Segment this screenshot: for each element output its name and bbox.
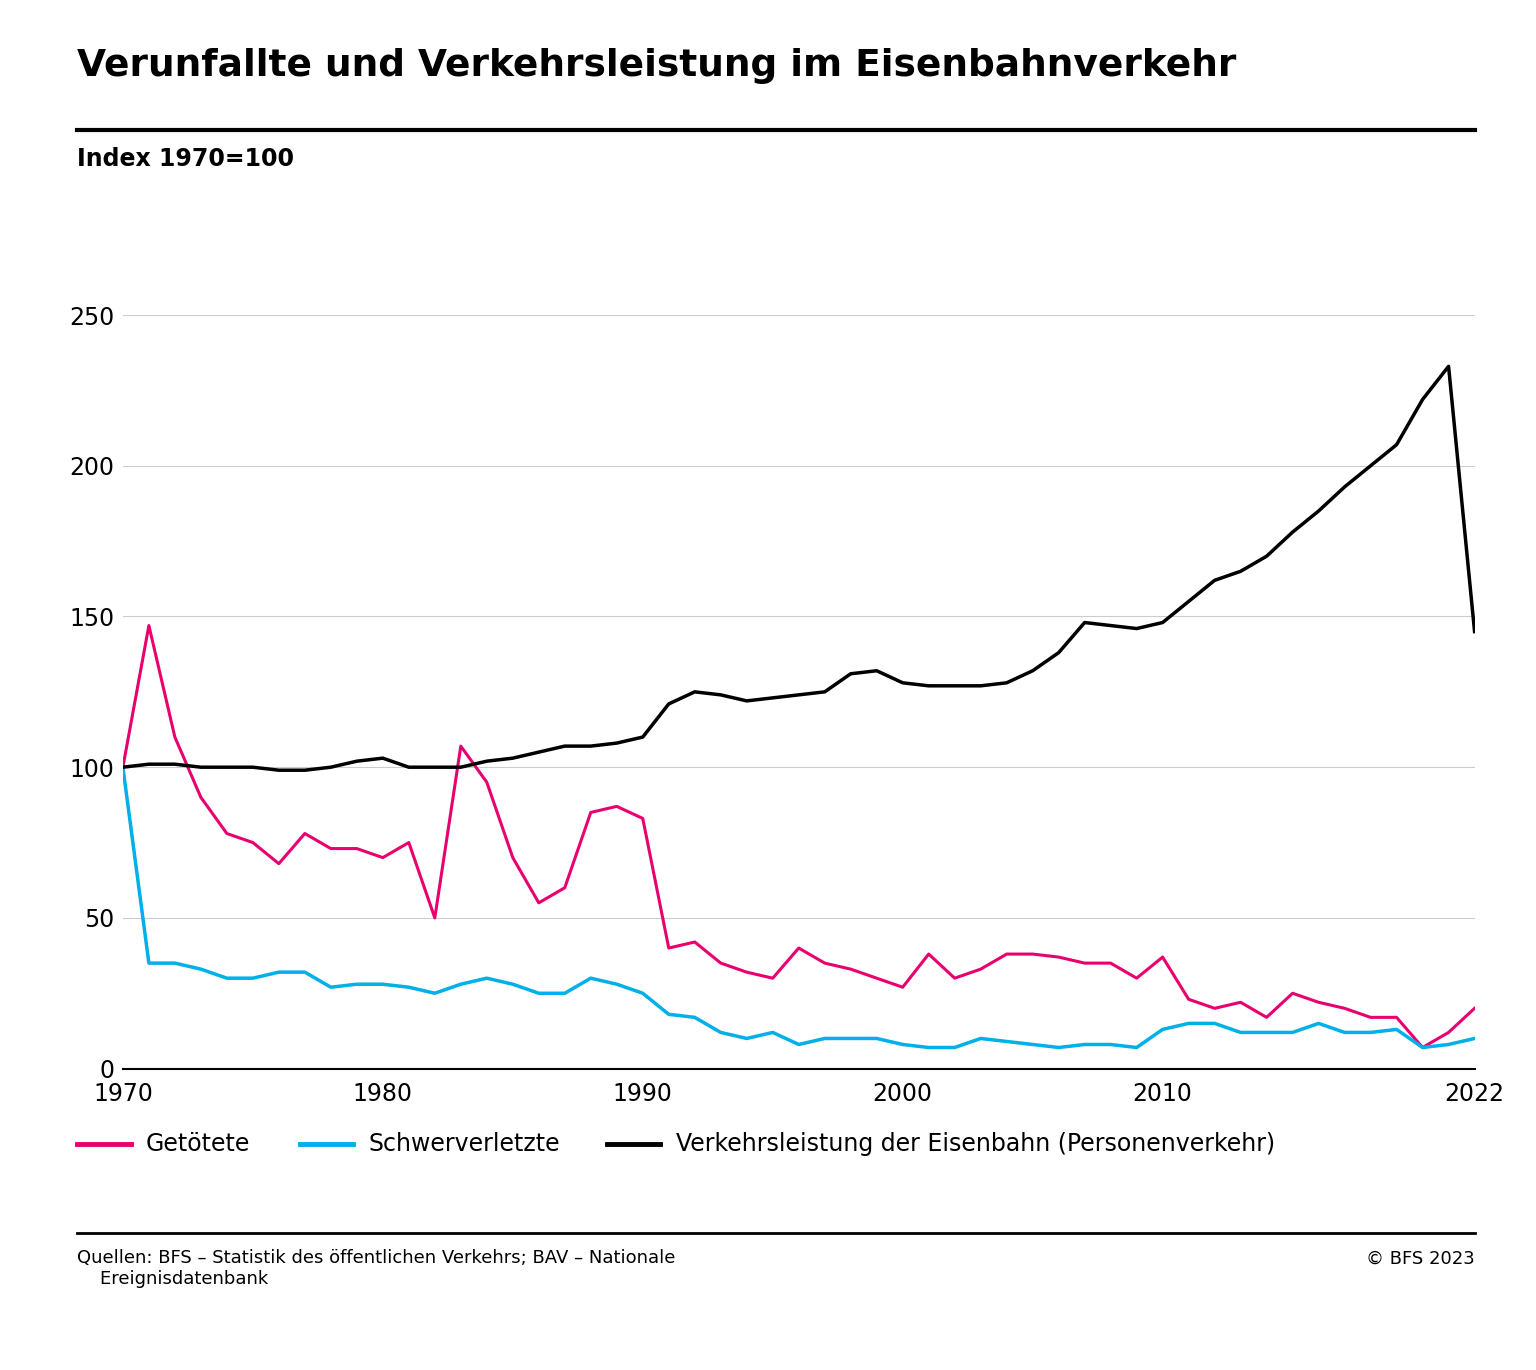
Text: Quellen: BFS – Statistik des öffentlichen Verkehrs; BAV – Nationale
    Ereignis: Quellen: BFS – Statistik des öffentliche… [77,1249,676,1288]
Text: Getötete: Getötete [146,1132,250,1156]
Text: Verunfallte und Verkehrsleistung im Eisenbahnverkehr: Verunfallte und Verkehrsleistung im Eise… [77,48,1236,84]
Text: Verkehrsleistung der Eisenbahn (Personenverkehr): Verkehrsleistung der Eisenbahn (Personen… [676,1132,1275,1156]
Text: Index 1970=100: Index 1970=100 [77,147,293,171]
Text: © BFS 2023: © BFS 2023 [1366,1249,1475,1267]
Text: Schwerverletzte: Schwerverletzte [369,1132,561,1156]
